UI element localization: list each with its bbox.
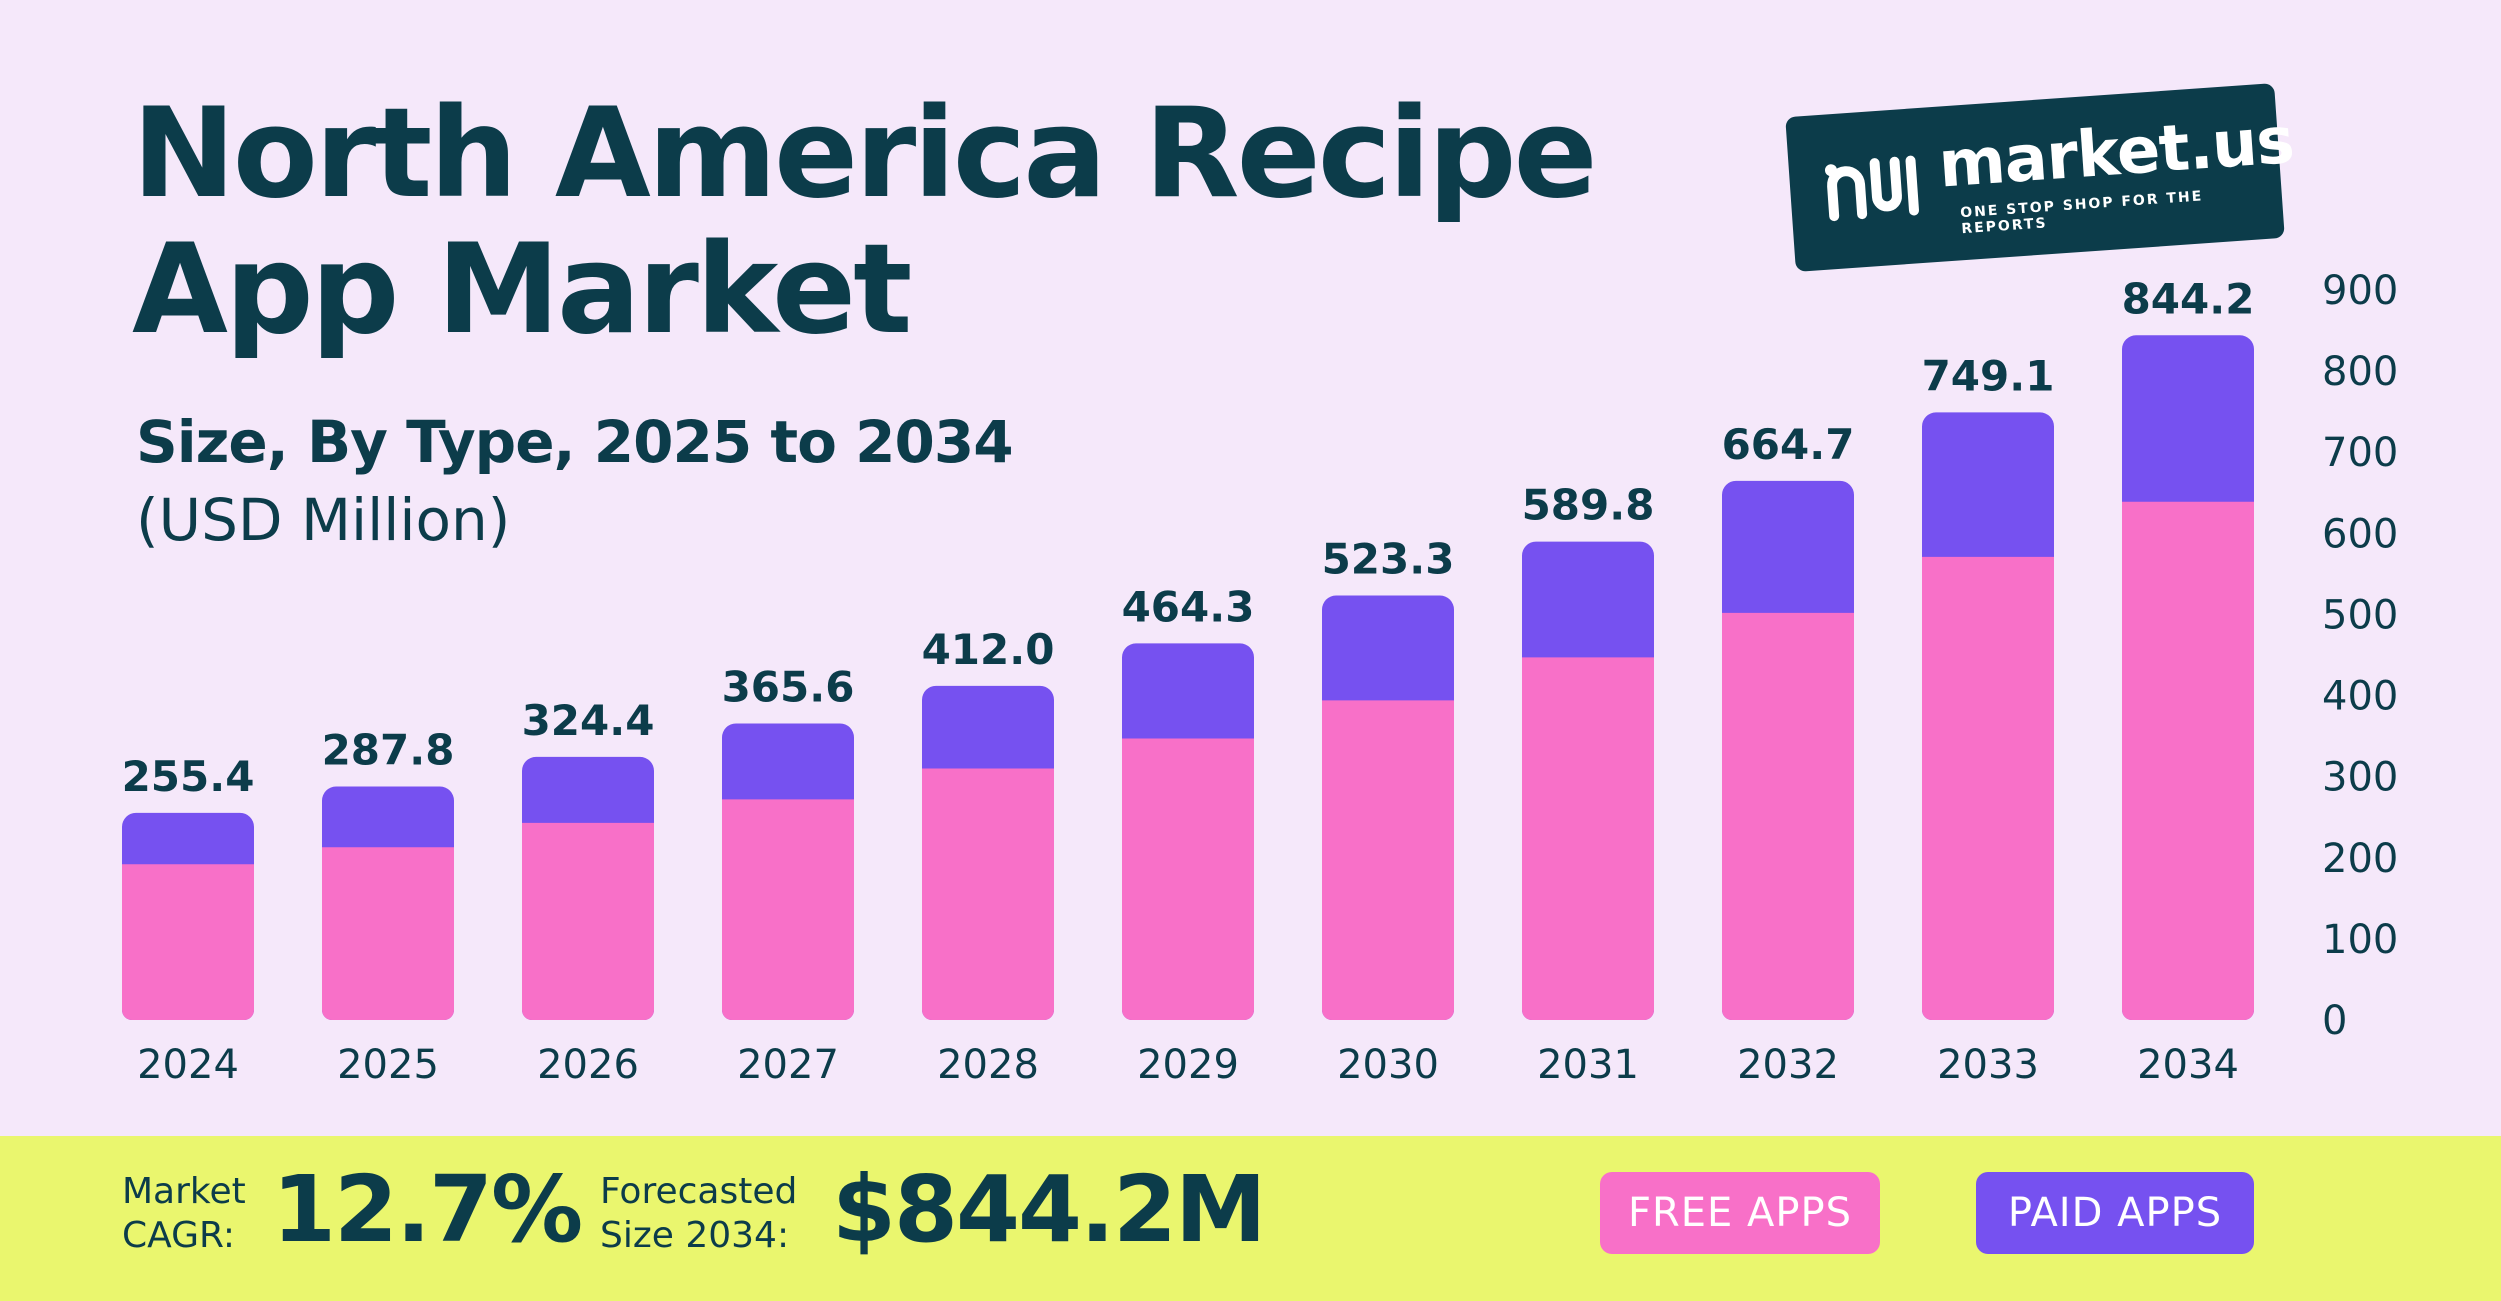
x-tick-2029: 2029	[1137, 1042, 1239, 1088]
bars-group	[122, 335, 2254, 1020]
cagr-label-line-1: Market	[122, 1171, 246, 1212]
bar-total-label-2025: 287.8	[322, 726, 455, 775]
bar-total-label-2032: 664.7	[1722, 420, 1855, 469]
y-tick-600: 600	[2322, 511, 2398, 557]
x-tick-2031: 2031	[1537, 1042, 1639, 1088]
bar-free-apps-2024	[122, 864, 254, 1020]
legend-free-apps: FREE APPS	[1600, 1172, 1880, 1254]
y-tick-800: 800	[2322, 349, 2398, 395]
bar-free-apps-2027	[722, 799, 854, 1020]
bar-total-labels: 255.4 287.8 324.4 365.6 412.0 464.3 523.3 589.8…	[122, 274, 2255, 801]
cagr-value: 12.7%	[272, 1156, 583, 1263]
title-line-1: North America Recipe	[132, 82, 1598, 226]
y-tick-100: 100	[2322, 917, 2398, 963]
x-tick-2032: 2032	[1737, 1042, 1839, 1088]
bar-free-apps-2032	[1722, 612, 1854, 1020]
cagr-label: Market CAGR:	[122, 1170, 246, 1258]
market-us-logo: market.us ONE STOP SHOP FOR THE REPORTS	[1785, 83, 2296, 272]
y-tick-700: 700	[2322, 430, 2398, 476]
bar-free-apps-2033	[1922, 556, 2054, 1020]
stacked-bar-chart: 255.4 287.8 324.4 365.6 412.0 464.3 523.3 589.8…	[122, 268, 2399, 1088]
y-tick-400: 400	[2322, 674, 2398, 720]
x-tick-2030: 2030	[1337, 1042, 1439, 1088]
bar-total-label-2024: 255.4	[122, 752, 255, 801]
bar-total-label-2030: 523.3	[1322, 535, 1455, 584]
x-tick-2024: 2024	[137, 1042, 239, 1088]
logo-mark-icon	[1824, 155, 1920, 222]
chart-unit: (USD Million)	[136, 486, 511, 554]
x-tick-2025: 2025	[337, 1042, 439, 1088]
bar-total-label-2031: 589.8	[1522, 481, 1655, 530]
y-tick-300: 300	[2322, 755, 2398, 801]
forecast-size-label-line-1: Forecasted	[600, 1171, 798, 1212]
footer-band: Market CAGR: 12.7% Forecasted Size 2034:…	[0, 1136, 2501, 1301]
legend-paid-apps: PAID APPS	[1976, 1172, 2254, 1254]
x-tick-2034: 2034	[2137, 1042, 2239, 1088]
bar-free-apps-2026	[522, 822, 654, 1020]
bar-free-apps-2029	[1122, 738, 1254, 1020]
x-tick-2033: 2033	[1937, 1042, 2039, 1088]
bar-total-label-2029: 464.3	[1122, 582, 1255, 631]
bar-total-label-2027: 365.6	[722, 662, 855, 711]
x-tick-2026: 2026	[537, 1042, 639, 1088]
x-tick-2028: 2028	[937, 1042, 1039, 1088]
y-tick-500: 500	[2322, 592, 2398, 638]
bar-free-apps-2031	[1522, 657, 1654, 1020]
chart-subtitle: Size, By Type, 2025 to 2034	[136, 408, 1014, 476]
y-tick-900: 900	[2322, 268, 2398, 314]
bar-total-label-2034: 844.2	[2122, 274, 2255, 323]
bar-free-apps-2028	[922, 768, 1054, 1020]
x-axis-ticks: 2024 2025 2026 2027 2028 2029 2030 2031 2032 2033…	[137, 1042, 2239, 1088]
bar-total-label-2028: 412.0	[922, 625, 1055, 674]
bar-total-label-2033: 749.1	[1922, 351, 2055, 400]
cagr-label-line-2: CAGR:	[122, 1215, 236, 1256]
y-tick-0: 0	[2322, 998, 2347, 1044]
bar-free-apps-2034	[2122, 501, 2254, 1020]
title-line-2: App Market	[132, 218, 912, 362]
forecast-size-value: $844.2M	[832, 1156, 1267, 1263]
y-tick-200: 200	[2322, 836, 2398, 882]
forecast-size-label-line-2: Size 2034:	[600, 1215, 790, 1256]
bar-free-apps-2030	[1322, 700, 1454, 1020]
x-tick-2027: 2027	[737, 1042, 839, 1088]
forecast-size-label: Forecasted Size 2034:	[600, 1170, 797, 1258]
y-axis-ticks: 0 100 200 300 400 500 600 700 800 900	[2322, 268, 2398, 1044]
page-title: North America Recipe App Market	[132, 86, 1752, 358]
bar-free-apps-2025	[322, 847, 454, 1020]
bar-total-label-2026: 324.4	[522, 696, 655, 745]
